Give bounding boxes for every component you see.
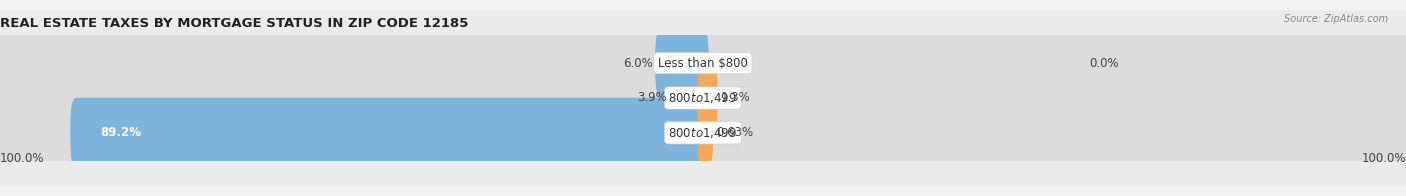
Text: 100.0%: 100.0% <box>1361 152 1406 165</box>
FancyBboxPatch shape <box>697 63 718 133</box>
Text: $800 to $1,499: $800 to $1,499 <box>668 126 738 140</box>
FancyBboxPatch shape <box>0 80 1406 185</box>
Text: 0.0%: 0.0% <box>1090 57 1119 70</box>
Text: REAL ESTATE TAXES BY MORTGAGE STATUS IN ZIP CODE 12185: REAL ESTATE TAXES BY MORTGAGE STATUS IN … <box>0 17 468 30</box>
Text: 0.63%: 0.63% <box>716 126 754 139</box>
FancyBboxPatch shape <box>0 28 709 98</box>
FancyBboxPatch shape <box>697 28 1406 98</box>
FancyBboxPatch shape <box>697 98 713 168</box>
FancyBboxPatch shape <box>697 63 1406 133</box>
Text: 89.2%: 89.2% <box>101 126 142 139</box>
FancyBboxPatch shape <box>0 11 1406 116</box>
Text: Source: ZipAtlas.com: Source: ZipAtlas.com <box>1284 14 1388 24</box>
FancyBboxPatch shape <box>0 98 709 168</box>
FancyBboxPatch shape <box>0 45 1406 151</box>
Text: 6.0%: 6.0% <box>623 57 652 70</box>
Text: Less than $800: Less than $800 <box>658 57 748 70</box>
FancyBboxPatch shape <box>70 98 709 168</box>
FancyBboxPatch shape <box>697 98 1406 168</box>
FancyBboxPatch shape <box>669 63 709 133</box>
Text: 3.9%: 3.9% <box>637 92 668 104</box>
Text: $800 to $1,499: $800 to $1,499 <box>668 91 738 105</box>
Text: 1.3%: 1.3% <box>721 92 751 104</box>
FancyBboxPatch shape <box>655 28 709 98</box>
FancyBboxPatch shape <box>0 63 709 133</box>
Text: 100.0%: 100.0% <box>0 152 45 165</box>
